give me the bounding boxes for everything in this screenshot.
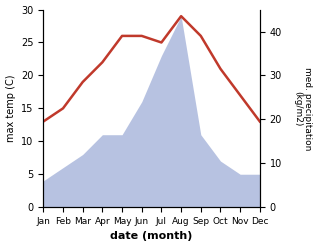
X-axis label: date (month): date (month): [110, 231, 193, 242]
Y-axis label: max temp (C): max temp (C): [5, 75, 16, 142]
Y-axis label: med. precipitation
(kg/m2): med. precipitation (kg/m2): [293, 67, 313, 150]
